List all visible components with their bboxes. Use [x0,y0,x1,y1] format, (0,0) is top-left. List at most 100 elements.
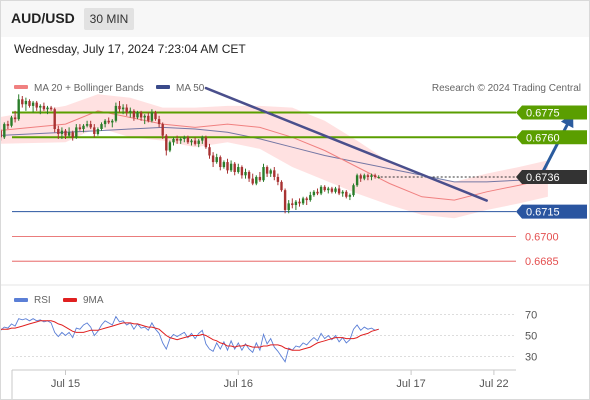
candle-body [265,167,269,174]
candle-body [1,130,2,138]
candle-body [193,140,197,144]
header-bar: AUD/USD 30 MIN [1,1,589,37]
candle-body [107,120,110,123]
candle-body [222,162,226,168]
ma20-legend-label: MA 20 + Bollinger Bands [34,83,144,94]
level-tag-0.6775 [516,105,587,120]
candle-body [240,167,244,176]
candle-body [165,135,168,151]
candle-body [42,105,46,110]
ma50-legend-swatch [156,85,170,89]
candle-body [363,175,366,179]
level-label-0.6775: 0.6775 [526,108,560,120]
timeframe-badge[interactable]: 30 MIN [84,8,134,30]
candle-body [35,102,38,108]
candle-body [154,112,157,120]
candle-body [251,178,254,184]
x-tick-label: Jul 17 [396,378,425,390]
symbol-title: AUD/USD [11,10,75,26]
rsi-tick-70: 70 [525,310,537,322]
x-tick-label: Jul 16 [224,378,253,390]
candle-body [175,138,179,141]
candle-body [132,110,136,118]
candle-body [273,170,276,177]
candle-body [229,163,233,171]
level-label-0.6736: 0.6736 [526,172,560,184]
level-label-0.6715: 0.6715 [526,207,560,219]
ma50-legend-label: MA 50 [176,83,205,94]
x-tick-label: Jul 22 [479,378,508,390]
candle-body [21,99,24,105]
candle-body [71,132,74,138]
candle-body [283,190,287,210]
price-level-labels: 0.6775 0.6760 0.6736 0.6715 0.6700 0.6685 [516,105,587,268]
candle-body [64,130,67,136]
rsi-plot: 70 50 30 [1,310,537,364]
trendline [204,86,488,202]
level-label-0.6700: 0.6700 [525,231,559,243]
candle-body [352,185,355,196]
candle-body [226,162,229,171]
candle-body [190,140,193,143]
rsi-ma-legend-swatch [63,298,77,302]
level-tag-0.6736 [516,169,587,184]
candle-body [294,201,298,206]
level-tag-0.6715 [516,204,587,219]
candle-body [298,201,301,204]
candle-body [269,170,272,174]
candle-body [323,186,326,191]
candle-body [31,102,35,106]
candle-body [334,188,337,192]
candle-body [373,175,377,177]
candle-body [244,171,247,176]
candle-body [348,195,352,197]
candle-body [316,191,319,194]
candle-body [136,112,139,118]
level-label-0.6685: 0.6685 [525,256,559,268]
candle-body [121,107,125,110]
candle-body [46,107,49,110]
candle-body [312,191,316,196]
rsi-legend: RSI 9MA [14,295,104,306]
rsi-ma-legend-label: 9MA [83,295,104,306]
candle-body [179,138,182,141]
candle-body [291,203,294,206]
candle-body [211,155,215,163]
rsi-ma-line [1,320,379,351]
candle-body [89,124,92,128]
candle-body [280,181,283,191]
level-label-0.6760: 0.6760 [526,132,560,144]
candle-body [139,112,143,118]
candle-body [327,188,330,191]
x-axis: Jul 15 Jul 16 Jul 17 Jul 22 [51,370,509,390]
candle-body [201,137,204,141]
candle-body [10,117,13,126]
candle-body [103,120,107,125]
candle-body [143,115,146,118]
bollinger-band [1,94,548,219]
x-tick-label: Jul 15 [51,378,80,390]
candle-body [67,132,71,136]
ma20-legend-swatch [14,85,28,89]
candle-body [157,119,161,125]
candle-body [39,105,42,108]
candle-body [161,124,164,136]
candle-body [100,124,103,130]
candle-body [186,137,190,143]
candle-body [183,137,186,139]
candle-body [6,124,10,126]
candle-body [355,175,359,186]
candle-body [208,147,211,156]
rsi-legend-label: RSI [34,295,51,306]
candle-body [24,100,28,105]
candle-body [114,105,118,121]
rsi-legend-swatch [14,298,28,302]
candle-body [13,117,17,120]
candle-body [330,188,334,192]
candle-body [247,171,251,179]
candle-body [172,138,175,143]
candle-body [125,107,128,113]
candle-body [28,100,31,106]
